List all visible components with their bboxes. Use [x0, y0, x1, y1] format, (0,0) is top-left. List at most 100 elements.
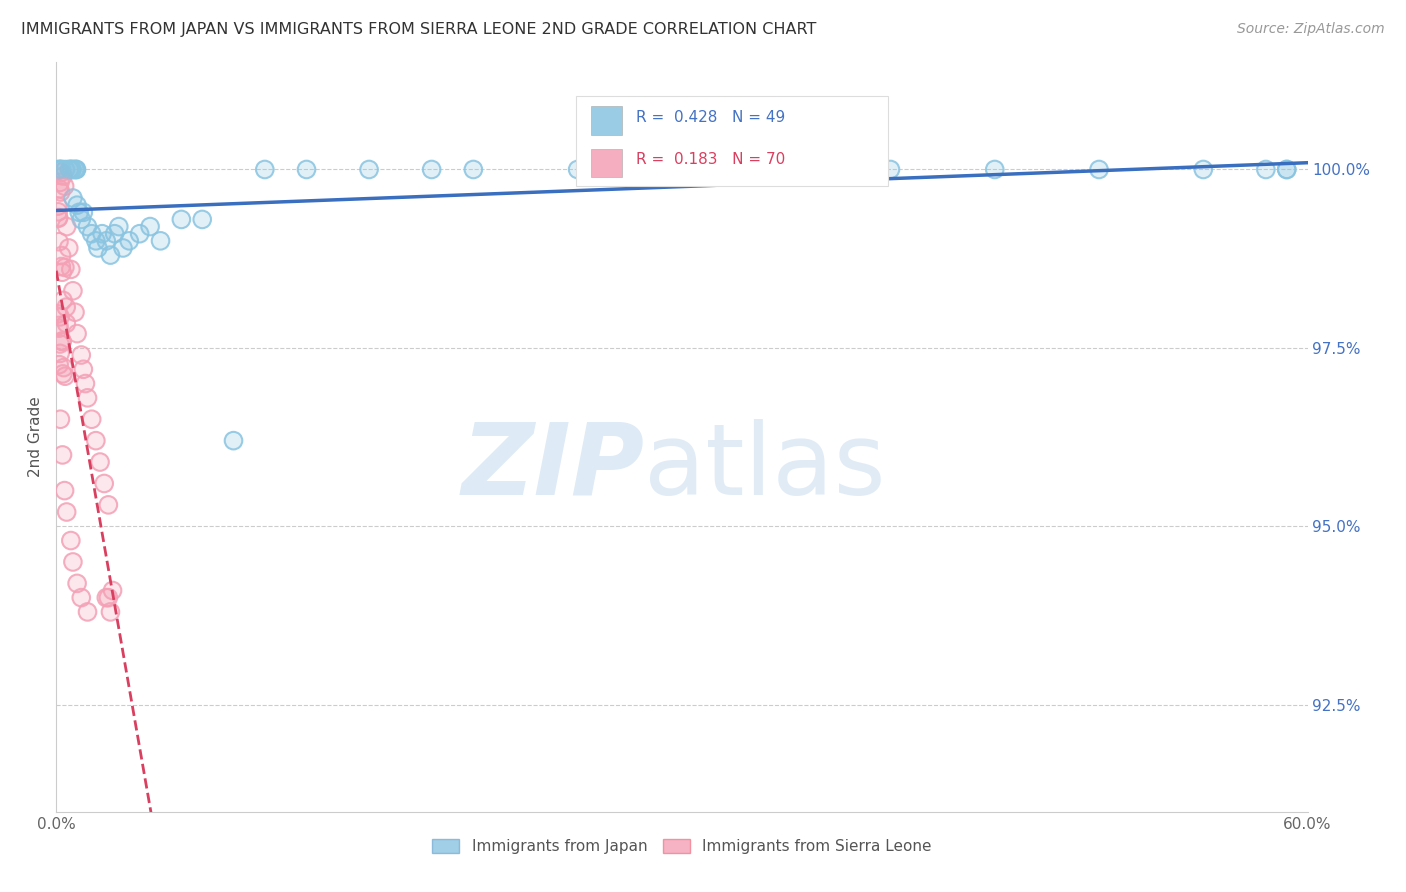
Point — [567, 162, 589, 177]
Point — [55, 505, 77, 519]
Point — [55, 300, 77, 314]
Point — [128, 227, 150, 241]
Point — [62, 284, 84, 298]
Point — [1088, 162, 1111, 177]
Point — [49, 412, 72, 426]
Point — [80, 412, 103, 426]
Point — [52, 169, 75, 183]
Point — [97, 498, 120, 512]
Point — [55, 300, 77, 314]
Point — [53, 162, 76, 177]
Point — [59, 262, 82, 277]
Bar — [591, 106, 621, 135]
Point — [72, 362, 94, 376]
Point — [128, 227, 150, 241]
Point — [48, 162, 70, 177]
Point — [53, 260, 76, 275]
Point — [97, 591, 120, 605]
Text: atlas: atlas — [644, 418, 886, 516]
Point — [111, 241, 134, 255]
Point — [1192, 162, 1215, 177]
Point — [49, 176, 72, 190]
Point — [775, 162, 797, 177]
Point — [52, 360, 75, 375]
Point — [879, 162, 901, 177]
Point — [58, 162, 80, 177]
Point — [58, 241, 80, 255]
Text: R =  0.428   N = 49: R = 0.428 N = 49 — [636, 111, 785, 125]
Point — [48, 162, 70, 177]
Legend: Immigrants from Japan, Immigrants from Sierra Leone: Immigrants from Japan, Immigrants from S… — [426, 833, 938, 860]
Point — [93, 476, 115, 491]
Point — [70, 591, 93, 605]
Point — [80, 227, 103, 241]
Point — [84, 434, 107, 448]
Point — [49, 310, 72, 324]
Point — [52, 293, 75, 308]
Point — [51, 165, 73, 179]
Point — [191, 212, 214, 227]
Point — [91, 227, 114, 241]
Point — [100, 248, 122, 262]
Point — [55, 317, 77, 331]
Point — [149, 234, 172, 248]
Point — [48, 321, 70, 335]
Point — [100, 248, 122, 262]
Point — [60, 162, 83, 177]
Point — [63, 305, 86, 319]
Point — [80, 227, 103, 241]
Point — [51, 334, 73, 349]
Point — [48, 318, 70, 333]
Point — [567, 162, 589, 177]
Point — [295, 162, 318, 177]
Point — [53, 483, 76, 498]
Point — [51, 265, 73, 279]
Point — [359, 162, 381, 177]
Point — [89, 455, 111, 469]
Point — [60, 162, 83, 177]
Point — [104, 227, 127, 241]
Point — [49, 346, 72, 360]
Point — [1254, 162, 1277, 177]
Point — [84, 234, 107, 248]
Point — [46, 307, 69, 321]
Point — [139, 219, 162, 234]
Point — [51, 334, 73, 349]
Point — [51, 162, 73, 177]
Point — [49, 412, 72, 426]
Point — [52, 367, 75, 381]
Point — [51, 260, 73, 274]
Point — [671, 162, 693, 177]
Point — [52, 169, 75, 183]
Point — [101, 583, 124, 598]
Point — [46, 204, 69, 219]
Point — [96, 234, 118, 248]
Point — [48, 182, 70, 196]
Point — [84, 234, 107, 248]
Point — [91, 227, 114, 241]
Point — [63, 162, 86, 177]
Point — [1275, 162, 1298, 177]
Point — [104, 227, 127, 241]
Point — [70, 348, 93, 362]
Point — [52, 293, 75, 308]
Point — [1275, 162, 1298, 177]
Point — [48, 235, 70, 249]
Point — [96, 591, 118, 605]
Point — [48, 162, 70, 177]
Point — [51, 334, 73, 348]
Point — [191, 212, 214, 227]
Point — [108, 219, 131, 234]
Point — [70, 348, 93, 362]
Point — [58, 162, 80, 177]
Point — [53, 260, 76, 275]
Point — [48, 211, 70, 225]
Point — [253, 162, 276, 177]
Point — [100, 605, 122, 619]
Point — [96, 234, 118, 248]
Point — [59, 533, 82, 548]
Point — [97, 498, 120, 512]
Point — [70, 591, 93, 605]
Point — [463, 162, 485, 177]
Point — [52, 360, 75, 375]
